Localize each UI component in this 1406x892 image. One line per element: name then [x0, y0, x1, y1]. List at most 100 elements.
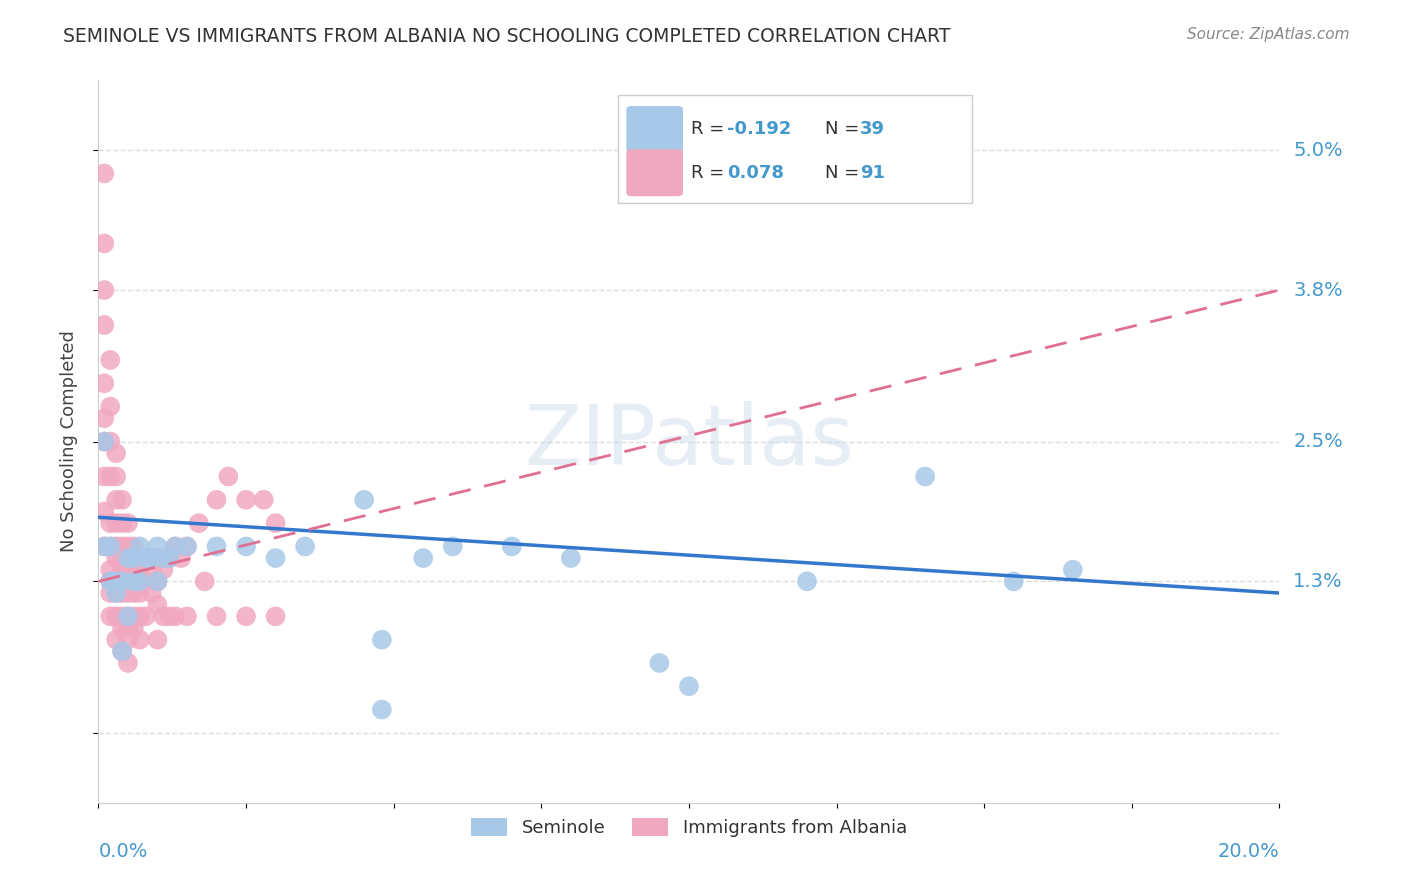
Point: [1002, 574, 1025, 589]
Point: [560, 551, 582, 566]
Point: [98, 400, 121, 414]
Point: [128, 632, 150, 647]
Point: [128, 586, 150, 600]
Point: [98, 586, 121, 600]
Point: [128, 574, 150, 589]
Point: [98, 469, 121, 483]
Text: 1.3%: 1.3%: [1294, 572, 1343, 591]
Point: [117, 609, 139, 624]
Point: [98, 516, 121, 530]
Point: [176, 540, 198, 554]
Point: [128, 540, 150, 554]
Point: [135, 574, 157, 589]
Point: [235, 540, 257, 554]
Point: [93, 469, 115, 483]
Point: [128, 551, 150, 566]
Text: 0.0%: 0.0%: [98, 842, 148, 861]
Point: [111, 644, 134, 658]
Text: ZIPatlas: ZIPatlas: [524, 401, 853, 482]
Point: [122, 551, 145, 566]
Point: [93, 167, 115, 181]
Point: [235, 492, 257, 507]
Point: [135, 609, 157, 624]
Point: [122, 609, 145, 624]
Point: [648, 656, 671, 670]
Text: -0.192: -0.192: [727, 120, 792, 138]
Point: [93, 283, 115, 297]
Text: N =: N =: [825, 164, 865, 182]
Point: [98, 353, 121, 368]
Point: [111, 551, 134, 566]
Point: [98, 574, 121, 589]
Point: [117, 586, 139, 600]
Point: [105, 632, 128, 647]
Point: [93, 540, 115, 554]
Point: [105, 446, 128, 460]
Point: [152, 609, 174, 624]
Point: [152, 563, 174, 577]
Text: SEMINOLE VS IMMIGRANTS FROM ALBANIA NO SCHOOLING COMPLETED CORRELATION CHART: SEMINOLE VS IMMIGRANTS FROM ALBANIA NO S…: [63, 27, 950, 45]
Point: [135, 551, 157, 566]
Point: [105, 492, 128, 507]
Text: 91: 91: [860, 164, 886, 182]
Point: [105, 540, 128, 554]
Point: [135, 551, 157, 566]
Point: [157, 551, 180, 566]
Point: [146, 632, 169, 647]
Point: [93, 318, 115, 332]
Point: [93, 504, 115, 518]
Point: [111, 492, 134, 507]
Point: [170, 551, 193, 566]
Point: [105, 469, 128, 483]
Text: 2.5%: 2.5%: [1294, 432, 1343, 451]
Text: 20.0%: 20.0%: [1218, 842, 1279, 861]
Point: [205, 609, 228, 624]
Point: [122, 540, 145, 554]
Point: [141, 551, 163, 566]
Point: [111, 644, 134, 658]
Point: [128, 574, 150, 589]
Text: 5.0%: 5.0%: [1294, 141, 1343, 160]
Text: N =: N =: [825, 120, 865, 138]
Point: [117, 516, 139, 530]
Point: [105, 551, 128, 566]
Point: [1062, 563, 1084, 577]
Point: [146, 598, 169, 612]
Point: [294, 540, 316, 554]
Point: [117, 609, 139, 624]
Point: [122, 551, 145, 566]
FancyBboxPatch shape: [626, 106, 683, 153]
Point: [117, 632, 139, 647]
Point: [93, 434, 115, 449]
Y-axis label: No Schooling Completed: No Schooling Completed: [59, 331, 77, 552]
Point: [141, 563, 163, 577]
Legend: Seminole, Immigrants from Albania: Seminole, Immigrants from Albania: [464, 811, 914, 845]
Point: [105, 586, 128, 600]
Text: 39: 39: [860, 120, 886, 138]
Point: [187, 516, 209, 530]
Point: [146, 540, 169, 554]
Point: [111, 586, 134, 600]
Point: [264, 516, 287, 530]
Point: [105, 609, 128, 624]
Point: [122, 586, 145, 600]
Point: [412, 551, 434, 566]
Point: [678, 679, 700, 693]
Point: [371, 632, 394, 647]
Point: [111, 621, 134, 635]
Point: [122, 574, 145, 589]
Point: [157, 609, 180, 624]
Point: [98, 434, 121, 449]
Point: [93, 434, 115, 449]
Point: [117, 621, 139, 635]
Point: [914, 469, 936, 483]
Point: [105, 516, 128, 530]
Point: [117, 540, 139, 554]
Point: [111, 563, 134, 577]
Point: [111, 609, 134, 624]
Point: [93, 376, 115, 391]
Point: [146, 551, 169, 566]
Point: [128, 563, 150, 577]
Point: [165, 609, 187, 624]
Point: [98, 609, 121, 624]
